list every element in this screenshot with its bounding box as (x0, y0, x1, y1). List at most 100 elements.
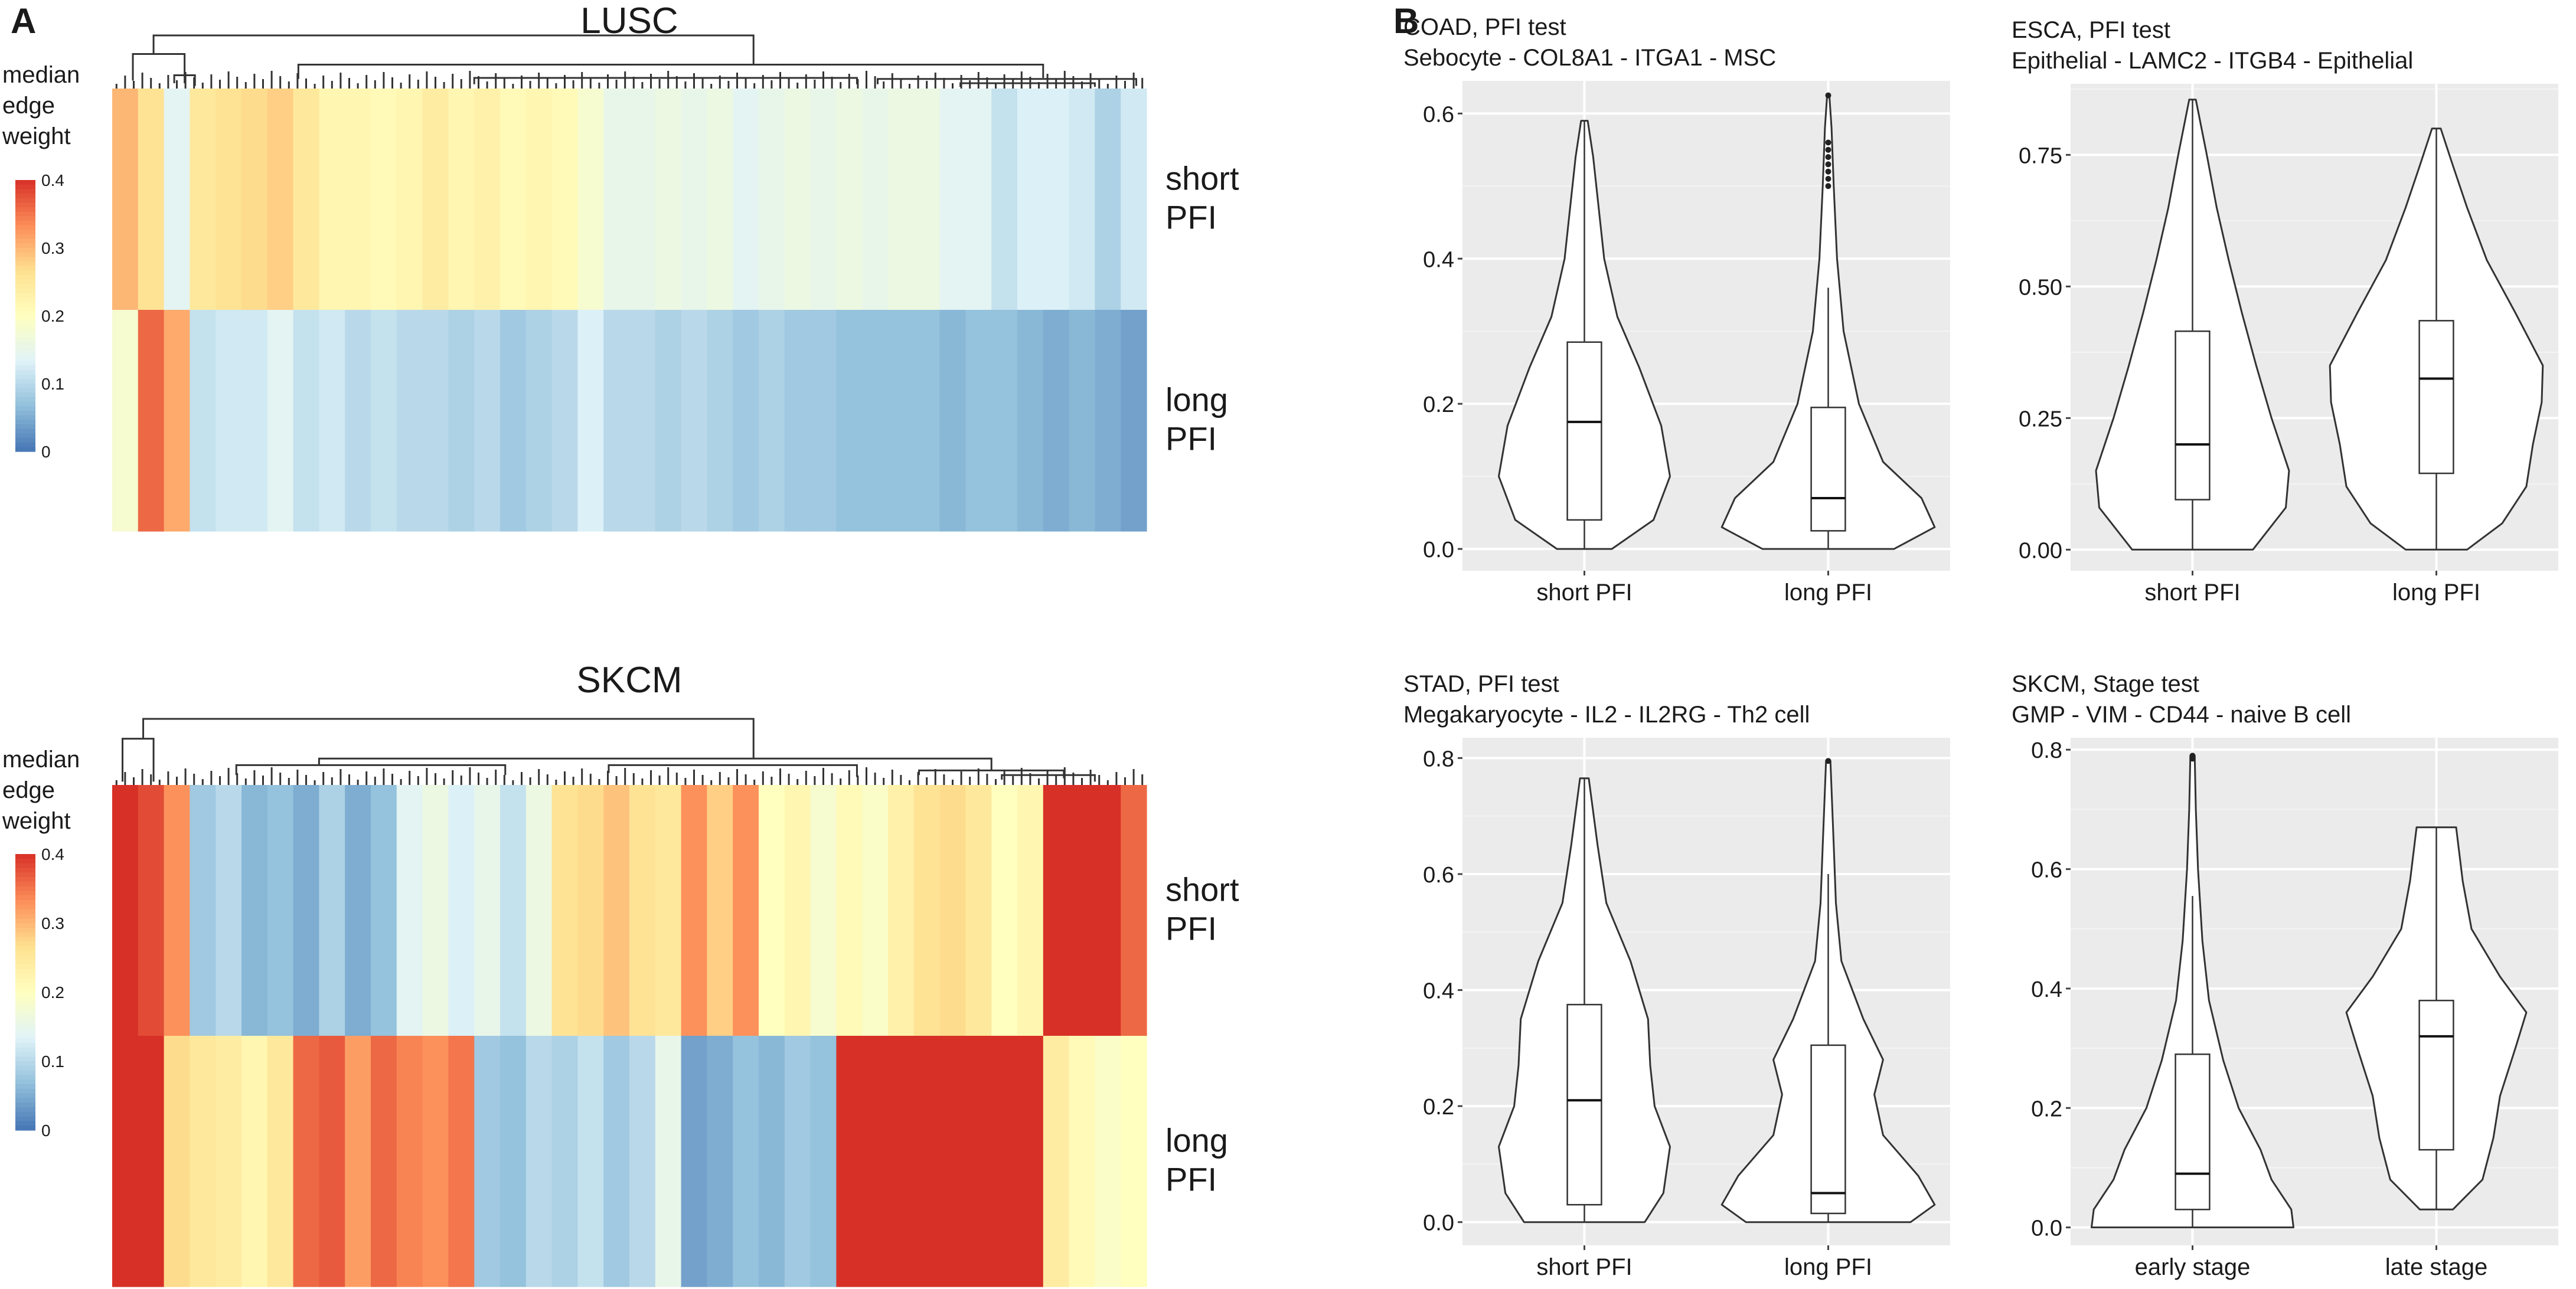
legend-swatch (15, 858, 35, 864)
row-label: PFI (1165, 1161, 1217, 1198)
heatmap-cell (371, 1036, 397, 1287)
heatmap-cell (1043, 89, 1070, 310)
heatmap-cell (1069, 310, 1095, 532)
heatmap-cell (525, 310, 553, 532)
heatmap-cell (500, 310, 527, 532)
y-tick-label: 0.6 (1423, 863, 1454, 888)
y-tick-label: 0.2 (1423, 1095, 1454, 1120)
x-tick-label: short PFI (1536, 1254, 1632, 1280)
heatmap-title: SKCM (576, 660, 682, 701)
legend-swatch (15, 964, 35, 970)
heatmap-cell (784, 310, 811, 532)
legend-tick: 0.4 (41, 845, 64, 863)
heatmap-cell (913, 89, 941, 310)
legend-swatch (15, 257, 35, 262)
row-label: PFI (1165, 420, 1217, 457)
heatmap-cell (164, 89, 190, 310)
legend-swatch (15, 424, 35, 430)
heatmap-cell (836, 1036, 863, 1287)
legend-swatch (15, 379, 35, 384)
panel-label-b: B (1393, 1, 1419, 41)
legend-swatch (15, 960, 35, 965)
legend-swatch (15, 941, 35, 947)
heatmap-cell (551, 310, 578, 532)
heatmap-cell (629, 1036, 656, 1287)
legend-swatch (15, 992, 35, 997)
heatmap-cell (448, 89, 475, 310)
heatmap-cell (525, 1036, 553, 1287)
box-iqr (1810, 1044, 1846, 1215)
heatmap-cell (138, 310, 165, 532)
legend-swatch (15, 987, 35, 993)
legend-swatch (15, 1126, 35, 1131)
panel-label-a: A (11, 1, 36, 41)
legend-swatch (15, 881, 35, 887)
dendrogram-branch (959, 82, 1096, 87)
heatmap-cell (603, 785, 630, 1036)
legend-tick: 0 (41, 1121, 51, 1140)
dendrogram (115, 34, 1144, 89)
legend-swatch (15, 969, 35, 974)
legend-title: weight (2, 123, 71, 149)
heatmap-cell (190, 785, 216, 1036)
legend-swatch (15, 230, 35, 235)
heatmap-cell (345, 310, 371, 532)
heatmap-cell (965, 1036, 992, 1287)
legend-swatch (15, 950, 35, 956)
legend-tick: 0.1 (41, 375, 64, 393)
heatmap-cell (707, 310, 733, 532)
legend-swatch (15, 438, 35, 443)
legend-swatch (15, 343, 35, 348)
violin-panel-5: SKCM, Stage test GMP - VIM - CD44 - naive… (2012, 671, 2558, 1280)
heatmap-cell (448, 785, 475, 1036)
heatmap-cell (888, 1036, 915, 1287)
legend-swatch (15, 996, 35, 1002)
legend-swatch (15, 900, 35, 905)
legend-swatch (15, 333, 35, 339)
heatmap-cell (216, 1036, 242, 1287)
box-iqr (2418, 320, 2454, 475)
legend-title: median (2, 62, 80, 88)
y-tick-label: 0.8 (2031, 738, 2062, 763)
legend-swatch (15, 868, 35, 873)
legend-swatch (15, 194, 35, 199)
legend-swatch (15, 1111, 35, 1117)
legend-swatch (15, 352, 35, 357)
legend-tick: 0.1 (41, 1052, 64, 1071)
heatmap-cell (138, 1036, 165, 1287)
heatmap-cell (603, 310, 630, 532)
row-label: PFI (1165, 910, 1217, 947)
heatmap-cell (655, 785, 682, 1036)
legend-swatch (15, 266, 35, 271)
legend-swatch (15, 1084, 35, 1090)
legend-swatch (15, 289, 35, 294)
legend-swatch (15, 311, 35, 316)
x-tick-label: long PFI (1784, 1254, 1872, 1280)
legend-swatch (15, 420, 35, 425)
heatmap-cell (1043, 1036, 1070, 1287)
heatmap-cell (913, 1036, 941, 1287)
heatmap-cell (422, 310, 449, 532)
outlier-point (2189, 753, 2196, 759)
outlier-point (1825, 183, 1831, 189)
heatmap-cell (396, 310, 423, 532)
heatmap-cell (474, 1036, 501, 1287)
legend-swatch (15, 261, 35, 267)
y-tick-label: 0.2 (1423, 392, 1454, 417)
legend-swatch (15, 401, 35, 407)
violin-panel-4: STAD, PFI test Megakaryocyte - IL2 - IL2R… (1403, 671, 1950, 1280)
dendrogram-branch (235, 764, 507, 776)
legend-swatch (15, 198, 35, 203)
legend-swatch (15, 338, 35, 343)
heatmap-cell (1017, 1036, 1044, 1287)
legend-swatch (15, 384, 35, 389)
heatmap-cell (396, 1036, 423, 1287)
x-tick-label: late stage (2385, 1254, 2487, 1280)
outlier-point (1825, 92, 1831, 99)
legend-swatch (15, 211, 35, 217)
heatmap-cell (396, 785, 423, 1036)
legend-swatch (15, 184, 35, 189)
legend-swatch (15, 1079, 35, 1085)
legend-swatch (15, 914, 35, 919)
